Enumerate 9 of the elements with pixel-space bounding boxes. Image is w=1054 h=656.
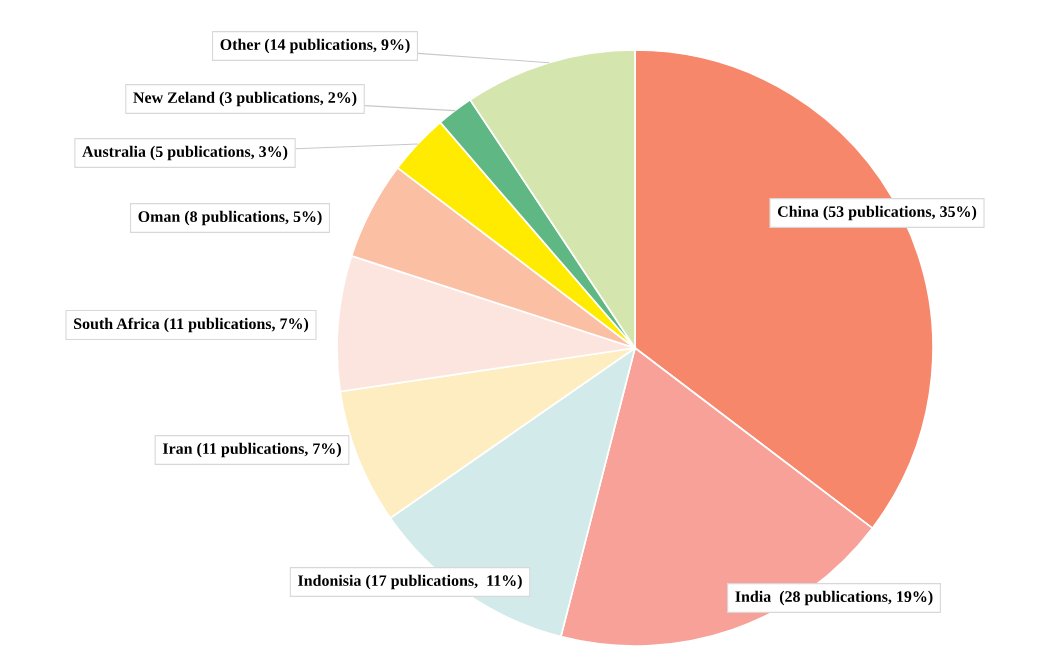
slice-label: Iran (11 publications, 7%) — [162, 442, 341, 458]
slice-label: New Zeland (3 publications, 2%) — [133, 91, 357, 107]
slice-label: Australia (5 publications, 3%) — [82, 145, 288, 161]
slice-label: South Africa (11 publications, 7%) — [74, 317, 309, 333]
slice-label: India (28 publications, 19%) — [735, 590, 933, 606]
slice-label: China (53 publications, 35%) — [777, 205, 977, 221]
slice-label: Oman (8 publications, 5%) — [138, 210, 322, 226]
slice-label: Indonisia (17 publications, 11%) — [298, 574, 522, 590]
slice-label: Other (14 publications, 9%) — [220, 38, 410, 54]
